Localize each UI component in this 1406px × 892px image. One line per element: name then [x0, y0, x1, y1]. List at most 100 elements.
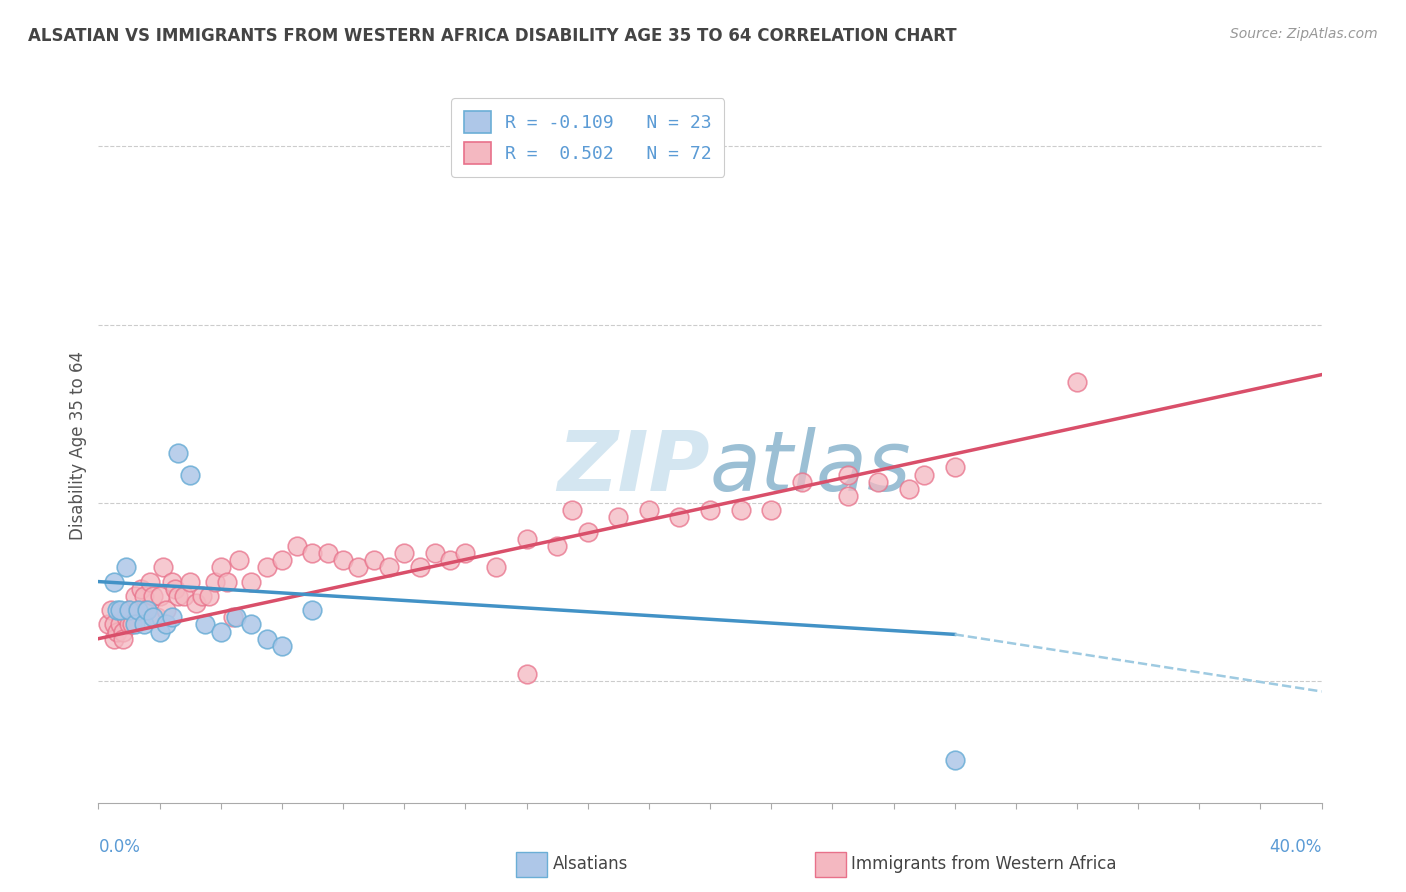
Text: atlas: atlas: [710, 427, 911, 508]
Point: [790, 475, 813, 489]
Point: [197, 589, 219, 603]
Point: [105, 624, 128, 639]
Point: [256, 560, 278, 574]
Point: [439, 553, 461, 567]
Point: [111, 632, 134, 646]
Point: [160, 610, 183, 624]
Point: [301, 546, 323, 560]
Point: [209, 624, 232, 639]
Point: [378, 560, 401, 574]
Point: [1066, 375, 1088, 389]
Point: [837, 489, 859, 503]
Point: [868, 475, 890, 489]
Point: [943, 753, 966, 767]
Point: [103, 617, 125, 632]
Point: [240, 617, 263, 632]
Point: [668, 510, 690, 524]
Point: [163, 582, 186, 596]
Point: [118, 603, 141, 617]
Text: ALSATIAN VS IMMIGRANTS FROM WESTERN AFRICA DISABILITY AGE 35 TO 64 CORRELATION C: ALSATIAN VS IMMIGRANTS FROM WESTERN AFRI…: [28, 27, 956, 45]
Point: [167, 446, 190, 460]
Point: [240, 574, 263, 589]
Point: [270, 553, 292, 567]
Point: [142, 589, 165, 603]
Point: [129, 582, 152, 596]
Point: [215, 574, 238, 589]
Point: [897, 482, 920, 496]
Text: 0.0%: 0.0%: [98, 838, 141, 856]
Point: [347, 560, 370, 574]
Point: [516, 667, 538, 681]
Point: [139, 574, 162, 589]
Point: [136, 603, 159, 617]
Point: [270, 639, 292, 653]
Point: [179, 574, 201, 589]
Point: [111, 624, 134, 639]
Point: [194, 617, 217, 632]
Text: Alsatians: Alsatians: [553, 855, 628, 873]
Point: [943, 460, 966, 475]
Point: [912, 467, 935, 482]
Point: [256, 632, 278, 646]
Point: [149, 589, 172, 603]
Point: [332, 553, 354, 567]
Point: [186, 596, 208, 610]
Point: [637, 503, 661, 517]
Point: [160, 574, 183, 589]
Legend: R = -0.109   N = 23, R =  0.502   N = 72: R = -0.109 N = 23, R = 0.502 N = 72: [451, 98, 724, 177]
Point: [285, 539, 308, 553]
Text: ZIP: ZIP: [557, 427, 710, 508]
Point: [699, 503, 721, 517]
Point: [209, 560, 232, 574]
Point: [108, 617, 131, 632]
Point: [100, 603, 122, 617]
Point: [103, 574, 125, 589]
Text: Immigrants from Western Africa: Immigrants from Western Africa: [851, 855, 1116, 873]
Text: Source: ZipAtlas.com: Source: ZipAtlas.com: [1230, 27, 1378, 41]
Point: [134, 589, 156, 603]
Point: [485, 560, 508, 574]
Point: [191, 589, 214, 603]
Point: [105, 603, 128, 617]
Point: [115, 610, 138, 624]
Point: [149, 624, 172, 639]
Text: 40.0%: 40.0%: [1270, 838, 1322, 856]
Point: [204, 574, 226, 589]
Point: [837, 467, 859, 482]
Point: [167, 589, 190, 603]
Point: [423, 546, 446, 560]
Point: [124, 617, 146, 632]
Point: [730, 503, 752, 517]
Point: [454, 546, 477, 560]
Point: [759, 503, 782, 517]
Point: [124, 589, 146, 603]
Point: [136, 603, 159, 617]
Point: [121, 617, 143, 632]
Point: [118, 603, 141, 617]
Point: [516, 532, 538, 546]
Point: [576, 524, 599, 539]
Point: [363, 553, 385, 567]
Point: [134, 603, 156, 617]
Point: [108, 603, 131, 617]
Point: [155, 603, 177, 617]
Point: [142, 610, 165, 624]
Point: [222, 610, 245, 624]
Point: [145, 610, 167, 624]
Y-axis label: Disability Age 35 to 64: Disability Age 35 to 64: [69, 351, 87, 541]
Point: [115, 560, 138, 574]
Point: [118, 617, 141, 632]
Point: [155, 617, 177, 632]
Point: [127, 603, 149, 617]
Point: [316, 546, 339, 560]
Point: [103, 632, 125, 646]
Point: [134, 617, 156, 632]
Point: [152, 560, 174, 574]
Point: [392, 546, 416, 560]
Point: [546, 539, 568, 553]
Point: [225, 610, 247, 624]
Point: [173, 589, 195, 603]
Point: [301, 603, 323, 617]
Point: [179, 467, 201, 482]
Point: [607, 510, 630, 524]
